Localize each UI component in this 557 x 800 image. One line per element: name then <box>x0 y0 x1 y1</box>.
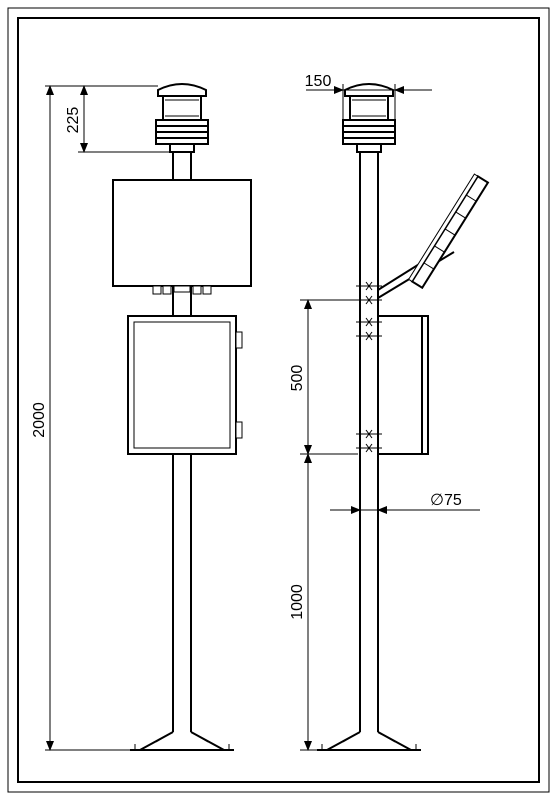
control-box-front <box>128 316 242 454</box>
technical-drawing: 2000 225 150 500 1000 ∅75 <box>0 0 557 800</box>
dim-225: 225 <box>65 86 170 152</box>
dim-phi75: ∅75 <box>330 492 480 518</box>
dim-2000-label: 2000 <box>31 402 48 438</box>
front-view <box>113 84 251 750</box>
dim-1000-label: 1000 <box>289 584 306 620</box>
dim-150-label: 150 <box>305 73 332 90</box>
dim-225-label: 225 <box>65 107 82 134</box>
dim-1000: 1000 <box>289 454 358 750</box>
sensor-top-front <box>156 84 208 152</box>
dim-500-label: 500 <box>289 365 306 392</box>
sensor-top-side <box>343 84 395 152</box>
dim-phi75-label: ∅75 <box>430 492 462 509</box>
dim-500: 500 <box>289 300 358 454</box>
base-front <box>130 732 234 750</box>
border-frame <box>8 8 549 792</box>
side-view <box>317 84 488 750</box>
control-box-side <box>356 316 428 454</box>
base-side <box>317 732 421 750</box>
display-box-front <box>113 180 251 294</box>
solar-panel-side <box>356 174 488 304</box>
